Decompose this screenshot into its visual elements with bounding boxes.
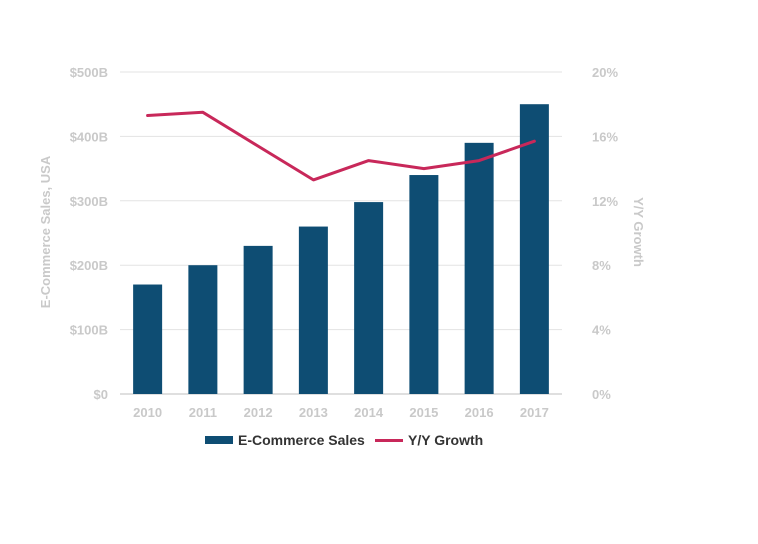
x-tick-label: 2013 bbox=[299, 405, 328, 420]
left-tick-label: $300B bbox=[70, 194, 108, 209]
right-tick-label: 20% bbox=[592, 65, 618, 80]
bar-2014 bbox=[354, 202, 384, 394]
left-tick-label: $0 bbox=[94, 387, 108, 402]
left-tick-label: $400B bbox=[70, 129, 108, 144]
bar-2010 bbox=[133, 284, 163, 394]
x-tick-label: 2010 bbox=[133, 405, 162, 420]
left-tick-label: $500B bbox=[70, 65, 108, 80]
left-tick-label: $100B bbox=[70, 323, 108, 338]
bar-2011 bbox=[188, 265, 218, 394]
bar-2016 bbox=[464, 142, 494, 394]
left-tick-label: $200B bbox=[70, 258, 108, 273]
line-series bbox=[146, 110, 536, 182]
x-tick-label: 2017 bbox=[520, 405, 549, 420]
bar-2015 bbox=[409, 175, 439, 394]
x-tick-label: 2012 bbox=[244, 405, 273, 420]
x-tick-label: 2014 bbox=[354, 405, 384, 420]
legend-swatch-sales bbox=[205, 436, 233, 444]
x-tick-label: 2011 bbox=[189, 405, 217, 420]
right-tick-label: 8% bbox=[592, 258, 611, 273]
right-axis-title: Y/Y Growth bbox=[631, 197, 646, 267]
x-tick-label: 2016 bbox=[465, 405, 494, 420]
legend-label-growth: Y/Y Growth bbox=[408, 432, 483, 448]
x-axis: 2010 2011 2012 2013 2014 2015 2016 2017 bbox=[133, 405, 549, 420]
right-tick-label: 12% bbox=[592, 194, 618, 209]
bar-2013 bbox=[298, 226, 328, 394]
right-tick-label: 0% bbox=[592, 387, 611, 402]
bar-series bbox=[133, 104, 549, 394]
left-axis: $0 $100B $200B $300B $400B $500B bbox=[70, 65, 108, 402]
growth-line bbox=[146, 110, 536, 182]
right-tick-label: 4% bbox=[592, 323, 611, 338]
right-axis: 0% 4% 8% 12% 16% 20% bbox=[592, 65, 618, 402]
gridlines bbox=[120, 71, 562, 395]
bar-2017 bbox=[519, 104, 549, 394]
x-tick-label: 2015 bbox=[409, 405, 438, 420]
right-tick-label: 16% bbox=[592, 129, 618, 144]
legend-label-sales: E-Commerce Sales bbox=[238, 432, 365, 448]
legend: E-Commerce Sales Y/Y Growth bbox=[205, 432, 483, 448]
legend-swatch-growth bbox=[375, 439, 403, 442]
bar-2012 bbox=[243, 245, 273, 394]
left-axis-title: E-Commerce Sales, USA bbox=[38, 155, 53, 308]
